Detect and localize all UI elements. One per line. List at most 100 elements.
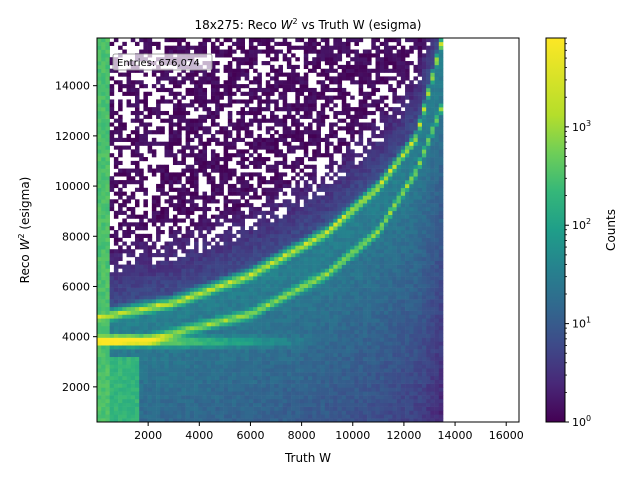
- heatmap-cell: [345, 107, 351, 112]
- heatmap-cell: [101, 418, 106, 422]
- heatmap-cell: [202, 299, 208, 304]
- heatmap-cell: [156, 107, 161, 112]
- heatmap-cell: [316, 310, 321, 315]
- heatmap-cell: [278, 233, 283, 238]
- heatmap-cell: [219, 126, 224, 131]
- heatmap-cell: [122, 383, 127, 388]
- heatmap-cell: [350, 418, 355, 422]
- heatmap-cell: [156, 352, 161, 358]
- heatmap-cell: [147, 107, 153, 112]
- heatmap-cell: [118, 180, 123, 185]
- heatmap-cell: [350, 375, 355, 381]
- heatmap-cell: [118, 172, 123, 177]
- heatmap-cell: [316, 322, 321, 327]
- heatmap-cell: [236, 160, 241, 166]
- heatmap-cell: [286, 233, 292, 238]
- heatmap-cell: [206, 322, 212, 327]
- heatmap-cell: [350, 310, 355, 315]
- heatmap-cell: [324, 341, 330, 346]
- heatmap-cell: [261, 38, 267, 43]
- heatmap-cell: [118, 349, 123, 354]
- heatmap-cell: [202, 402, 208, 407]
- heatmap-cell: [151, 337, 157, 342]
- heatmap-cell: [308, 218, 313, 223]
- heatmap-cell: [270, 356, 275, 361]
- heatmap-cell: [240, 226, 245, 231]
- heatmap-cell: [312, 49, 317, 54]
- heatmap-cell: [194, 126, 199, 131]
- heatmap-cell: [282, 237, 288, 242]
- heatmap-cell: [215, 326, 220, 331]
- heatmap-cell: [122, 172, 127, 177]
- heatmap-cell: [206, 253, 212, 258]
- heatmap-cell: [295, 395, 300, 400]
- heatmap-cell: [97, 356, 102, 361]
- heatmap-cell: [156, 76, 161, 81]
- heatmap-cell: [265, 91, 271, 96]
- heatmap-cell: [341, 168, 347, 173]
- heatmap-cell: [206, 387, 212, 392]
- heatmap-cell: [341, 68, 347, 73]
- heatmap-cell: [278, 302, 283, 308]
- heatmap-cell: [168, 268, 174, 273]
- heatmap-cell: [354, 387, 359, 392]
- heatmap-cell: [151, 287, 157, 292]
- heatmap-cell: [181, 333, 186, 338]
- heatmap-cell: [286, 333, 292, 338]
- heatmap-cell: [223, 230, 229, 235]
- heatmap-cell: [265, 256, 271, 262]
- heatmap-cell: [151, 214, 157, 219]
- heatmap-cell: [282, 95, 288, 100]
- heatmap-cell: [236, 279, 241, 285]
- heatmap-cell: [265, 107, 271, 112]
- heatmap-cell: [286, 87, 292, 93]
- heatmap-cell: [168, 349, 174, 354]
- heatmap-cell: [303, 233, 309, 238]
- heatmap-cell: [109, 203, 115, 208]
- heatmap-cell: [126, 87, 132, 93]
- heatmap-cell: [189, 168, 195, 173]
- heatmap-cell: [151, 149, 157, 154]
- heatmap-cell: [333, 414, 338, 419]
- heatmap-cell: [139, 137, 144, 142]
- heatmap-cell: [215, 114, 220, 119]
- heatmap-cell: [248, 183, 254, 189]
- heatmap-cell: [232, 183, 237, 189]
- heatmap-cell: [261, 329, 267, 334]
- heatmap-cell: [337, 206, 343, 212]
- heatmap-cell: [232, 145, 237, 150]
- heatmap-cell: [236, 368, 241, 373]
- heatmap-cell: [185, 45, 191, 50]
- heatmap-cell: [291, 130, 296, 135]
- heatmap-cell: [219, 41, 224, 46]
- heatmap-cell: [240, 364, 245, 369]
- heatmap-cell: [337, 41, 343, 46]
- heatmap-cell: [130, 391, 136, 396]
- heatmap-cell: [312, 383, 317, 388]
- heatmap-cell: [303, 203, 309, 208]
- heatmap-cell: [244, 230, 250, 235]
- heatmap-cell: [320, 406, 326, 411]
- heatmap-cell: [345, 352, 351, 358]
- heatmap-cell: [143, 279, 148, 285]
- heatmap-cell: [278, 107, 283, 112]
- heatmap-cell: [240, 333, 245, 338]
- heatmap-cell: [324, 114, 330, 119]
- heatmap-cell: [143, 337, 148, 342]
- heatmap-cell: [206, 272, 212, 277]
- heatmap-cell: [156, 391, 161, 396]
- heatmap-cell: [151, 206, 157, 212]
- heatmap-cell: [236, 68, 241, 73]
- heatmap-cell: [248, 337, 254, 342]
- heatmap-cell: [308, 38, 313, 43]
- heatmap-cell: [168, 87, 174, 93]
- heatmap-cell: [248, 295, 254, 300]
- heatmap-cell: [295, 283, 300, 288]
- heatmap-cell: [122, 341, 127, 346]
- heatmap-cell: [341, 157, 347, 162]
- heatmap-cell: [185, 206, 191, 212]
- heatmap-cell: [333, 145, 338, 150]
- heatmap-cell: [248, 253, 254, 258]
- heatmap-cell: [156, 187, 161, 192]
- heatmap-cell: [291, 268, 296, 273]
